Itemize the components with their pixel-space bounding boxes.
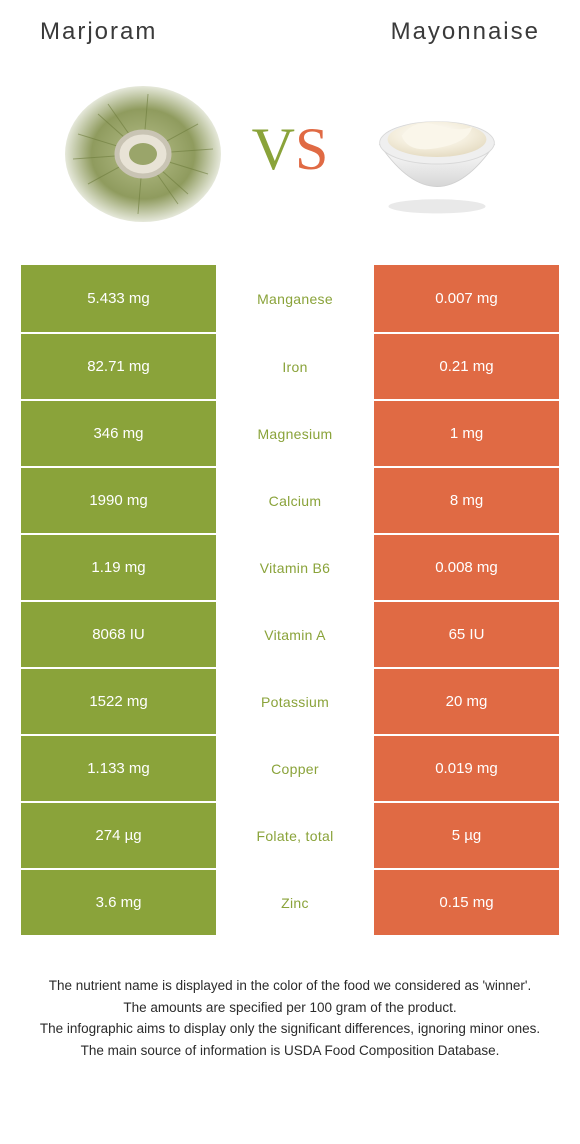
- left-value: 82.71 mg: [21, 334, 216, 399]
- nutrient-row: 274 µgFolate, total5 µg: [21, 801, 559, 868]
- right-value: 8 mg: [374, 468, 559, 533]
- nutrient-label: Magnesium: [216, 401, 374, 466]
- vs-label: VS: [252, 115, 329, 184]
- nutrient-label: Vitamin B6: [216, 535, 374, 600]
- right-value: 1 mg: [374, 401, 559, 466]
- nutrient-label: Calcium: [216, 468, 374, 533]
- nutrient-label: Potassium: [216, 669, 374, 734]
- right-value: 20 mg: [374, 669, 559, 734]
- left-value: 5.433 mg: [21, 265, 216, 332]
- nutrient-table: 5.433 mgManganese0.007 mg82.71 mgIron0.2…: [20, 264, 560, 936]
- nutrient-row: 3.6 mgZinc0.15 mg: [21, 868, 559, 935]
- right-value: 5 µg: [374, 803, 559, 868]
- nutrient-row: 8068 IUVitamin A65 IU: [21, 600, 559, 667]
- right-value: 0.21 mg: [374, 334, 559, 399]
- nutrient-label: Manganese: [216, 265, 374, 332]
- nutrient-label: Folate, total: [216, 803, 374, 868]
- nutrient-row: 1990 mgCalcium8 mg: [21, 466, 559, 533]
- nutrient-row: 5.433 mgManganese0.007 mg: [21, 265, 559, 332]
- nutrient-row: 82.71 mgIron0.21 mg: [21, 332, 559, 399]
- footer-line: The amounts are specified per 100 gram o…: [30, 998, 550, 1018]
- right-value: 0.007 mg: [374, 265, 559, 332]
- nutrient-row: 1.133 mgCopper0.019 mg: [21, 734, 559, 801]
- right-value: 0.019 mg: [374, 736, 559, 801]
- food-left-image: [58, 64, 228, 234]
- nutrient-label: Copper: [216, 736, 374, 801]
- food-right-title: Mayonnaise: [391, 18, 540, 46]
- right-value: 65 IU: [374, 602, 559, 667]
- nutrient-label: Iron: [216, 334, 374, 399]
- right-value: 0.008 mg: [374, 535, 559, 600]
- left-value: 3.6 mg: [21, 870, 216, 935]
- left-value: 274 µg: [21, 803, 216, 868]
- left-value: 8068 IU: [21, 602, 216, 667]
- footer-notes: The nutrient name is displayed in the co…: [30, 976, 550, 1060]
- footer-line: The main source of information is USDA F…: [30, 1041, 550, 1061]
- footer-line: The infographic aims to display only the…: [30, 1019, 550, 1039]
- left-value: 1.19 mg: [21, 535, 216, 600]
- left-value: 1522 mg: [21, 669, 216, 734]
- food-left-title: Marjoram: [40, 18, 157, 46]
- nutrient-row: 1.19 mgVitamin B60.008 mg: [21, 533, 559, 600]
- nutrient-row: 1522 mgPotassium20 mg: [21, 667, 559, 734]
- left-value: 346 mg: [21, 401, 216, 466]
- food-right-image: [352, 64, 522, 234]
- nutrient-row: 346 mgMagnesium1 mg: [21, 399, 559, 466]
- left-value: 1990 mg: [21, 468, 216, 533]
- footer-line: The nutrient name is displayed in the co…: [30, 976, 550, 996]
- nutrient-label: Vitamin A: [216, 602, 374, 667]
- left-value: 1.133 mg: [21, 736, 216, 801]
- vs-row: VS: [0, 54, 580, 264]
- header: Marjoram Mayonnaise: [0, 0, 580, 54]
- nutrient-label: Zinc: [216, 870, 374, 935]
- right-value: 0.15 mg: [374, 870, 559, 935]
